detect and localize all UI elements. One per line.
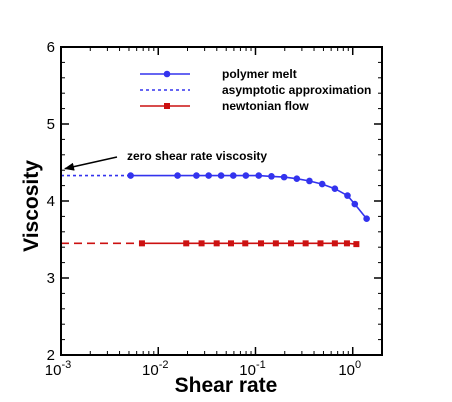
data-point	[258, 240, 265, 247]
data-point	[302, 240, 309, 247]
legend: polymer melt asymptotic approximation newt…	[140, 67, 371, 113]
x-axis-title: Shear rate	[175, 374, 278, 397]
data-point	[174, 172, 181, 179]
y-tick-label: 6	[47, 39, 55, 56]
data-point	[227, 240, 234, 247]
plot-area	[61, 172, 370, 248]
y-tick-label: 4	[47, 193, 55, 210]
data-point	[217, 172, 225, 179]
data-point	[255, 172, 263, 179]
data-point	[272, 240, 279, 247]
data-point	[363, 215, 370, 223]
legend-marker	[163, 70, 171, 78]
data-point	[198, 240, 205, 247]
annotation-arrow	[64, 156, 118, 171]
annotation-layer: zero shear rate viscosity	[64, 149, 267, 171]
data-point	[317, 240, 324, 247]
data-point	[268, 173, 275, 180]
data-point	[127, 172, 134, 179]
legend-label: asymptotic approximation	[222, 83, 371, 97]
data-point	[288, 240, 295, 247]
data-point	[193, 172, 200, 179]
legend-label: newtonian flow	[222, 99, 309, 113]
data-point	[242, 240, 249, 247]
annotation-text: zero shear rate viscosity	[127, 149, 267, 163]
data-point	[280, 173, 288, 181]
data-point	[343, 240, 350, 247]
series-line-2	[142, 242, 357, 245]
data-point	[331, 185, 339, 192]
axes: 2 3 4 5 6 10-3 10-2 10-1 100	[45, 39, 383, 379]
legend-label: polymer melt	[222, 67, 297, 81]
series-line-0	[130, 174, 368, 220]
data-point	[183, 240, 190, 247]
legend-marker	[164, 103, 170, 109]
data-point	[306, 177, 313, 185]
data-point	[293, 175, 301, 182]
data-point	[318, 180, 326, 188]
data-point	[353, 241, 360, 248]
y-tick-label: 2	[47, 347, 55, 364]
data-point	[351, 200, 359, 208]
data-point	[229, 172, 237, 179]
y-tick-label: 5	[47, 116, 55, 133]
data-point	[242, 172, 250, 179]
y-axis-title: Viscosity	[20, 160, 43, 252]
x-tick-label: 10-1	[239, 359, 265, 379]
y-tick-label: 3	[47, 270, 55, 287]
x-tick-label: 100	[338, 359, 361, 379]
x-tick-label: 10-3	[45, 359, 71, 379]
data-point	[331, 240, 338, 247]
x-tick-label: 10-2	[142, 359, 168, 379]
data-point	[213, 240, 220, 247]
data-point	[205, 172, 212, 179]
data-point	[344, 192, 351, 199]
